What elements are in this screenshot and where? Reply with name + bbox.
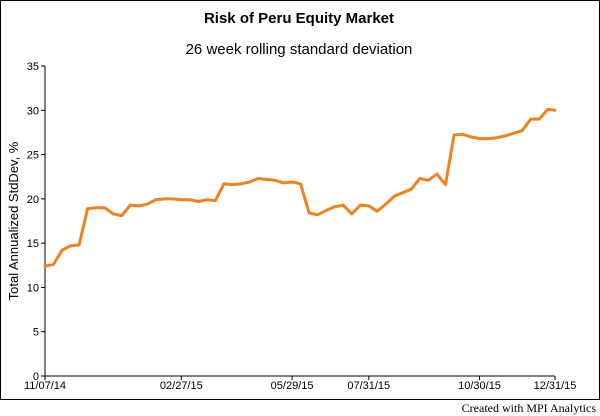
y-axis: 0 5 10 15 20 25 30 35 bbox=[27, 61, 46, 383]
data-point bbox=[240, 183, 242, 185]
x-tick-label: 05/29/15 bbox=[271, 380, 314, 392]
data-point bbox=[478, 137, 481, 140]
data-point bbox=[316, 214, 319, 216]
data-point bbox=[350, 213, 353, 215]
y-tick-label: 10 bbox=[27, 282, 39, 294]
data-point bbox=[453, 134, 455, 136]
data-point bbox=[103, 206, 106, 209]
data-point bbox=[436, 173, 438, 175]
data-point bbox=[512, 132, 515, 135]
data-point bbox=[359, 204, 362, 206]
data-point bbox=[223, 183, 225, 185]
data-point bbox=[172, 198, 174, 200]
data-point bbox=[44, 265, 46, 268]
data-point bbox=[265, 178, 268, 181]
data-point bbox=[299, 183, 302, 185]
y-axis-label: Total Annualized StdDev, % bbox=[6, 141, 21, 300]
data-point bbox=[231, 183, 234, 186]
data-point bbox=[214, 199, 217, 202]
data-point bbox=[402, 191, 404, 194]
data-point bbox=[529, 118, 532, 120]
data-point bbox=[69, 245, 72, 247]
chart-subtitle: 26 week rolling standard deviation bbox=[186, 41, 413, 58]
data-point bbox=[61, 249, 63, 251]
y-tick-label: 20 bbox=[27, 194, 39, 206]
data-point bbox=[325, 209, 328, 212]
y-tick-label: 25 bbox=[27, 150, 39, 162]
data-point bbox=[495, 136, 498, 139]
data-point bbox=[444, 183, 447, 186]
data-point bbox=[52, 263, 55, 266]
data-point bbox=[461, 133, 464, 135]
data-point bbox=[291, 181, 293, 183]
data-point bbox=[189, 198, 191, 201]
y-tick-label: 30 bbox=[27, 105, 39, 117]
data-point bbox=[78, 244, 80, 246]
x-axis: 11/07/14 02/27/15 05/29/15 07/31/15 10/30/15… bbox=[24, 375, 577, 392]
credit-text: Created with MPI Analytics bbox=[461, 401, 596, 415]
y-tick-label: 5 bbox=[33, 327, 39, 339]
data-point bbox=[120, 214, 123, 217]
data-point bbox=[427, 179, 430, 182]
data-point bbox=[129, 204, 131, 206]
data-point bbox=[368, 205, 370, 207]
line-chart: Risk of Peru Equity Market 26 week rolli… bbox=[6, 10, 577, 392]
data-point bbox=[163, 198, 166, 200]
data-point bbox=[308, 212, 310, 214]
data-point bbox=[257, 177, 259, 180]
data-point bbox=[180, 198, 183, 201]
data-point bbox=[554, 109, 556, 112]
y-tick-label: 35 bbox=[27, 61, 39, 73]
data-point bbox=[419, 177, 421, 180]
y-tick-label: 15 bbox=[27, 238, 39, 250]
x-tick-label: 07/31/15 bbox=[347, 380, 390, 392]
data-point bbox=[197, 200, 200, 203]
x-tick-label: 11/07/14 bbox=[24, 380, 66, 392]
data-point bbox=[504, 135, 506, 137]
data-point bbox=[206, 198, 208, 201]
data-point bbox=[282, 182, 285, 184]
data-point bbox=[393, 195, 396, 197]
data-point bbox=[487, 137, 489, 140]
series-layer bbox=[43, 107, 557, 268]
data-point bbox=[146, 203, 148, 205]
y-tick-label: 0 bbox=[33, 371, 39, 383]
x-tick-label: 02/27/15 bbox=[160, 380, 203, 392]
data-point bbox=[538, 118, 540, 120]
data-point bbox=[546, 108, 549, 111]
data-point bbox=[376, 210, 379, 213]
data-point bbox=[385, 203, 387, 205]
series-line bbox=[43, 107, 557, 268]
data-point bbox=[155, 198, 157, 201]
data-point bbox=[342, 204, 345, 206]
data-point bbox=[248, 181, 251, 183]
chart-title: Risk of Peru Equity Market bbox=[204, 10, 394, 27]
data-point bbox=[112, 213, 114, 215]
x-tick-label: 10/30/15 bbox=[458, 380, 501, 392]
data-point bbox=[333, 206, 336, 208]
data-point bbox=[137, 205, 140, 207]
data-point bbox=[274, 179, 276, 182]
data-point bbox=[410, 188, 413, 190]
x-tick-label: 12/31/15 bbox=[534, 380, 577, 392]
data-point bbox=[521, 129, 523, 132]
data-point bbox=[86, 207, 89, 210]
data-point bbox=[95, 206, 97, 209]
data-point bbox=[470, 136, 472, 138]
chart-frame: Risk of Peru Equity Market 26 week rolli… bbox=[0, 0, 600, 400]
